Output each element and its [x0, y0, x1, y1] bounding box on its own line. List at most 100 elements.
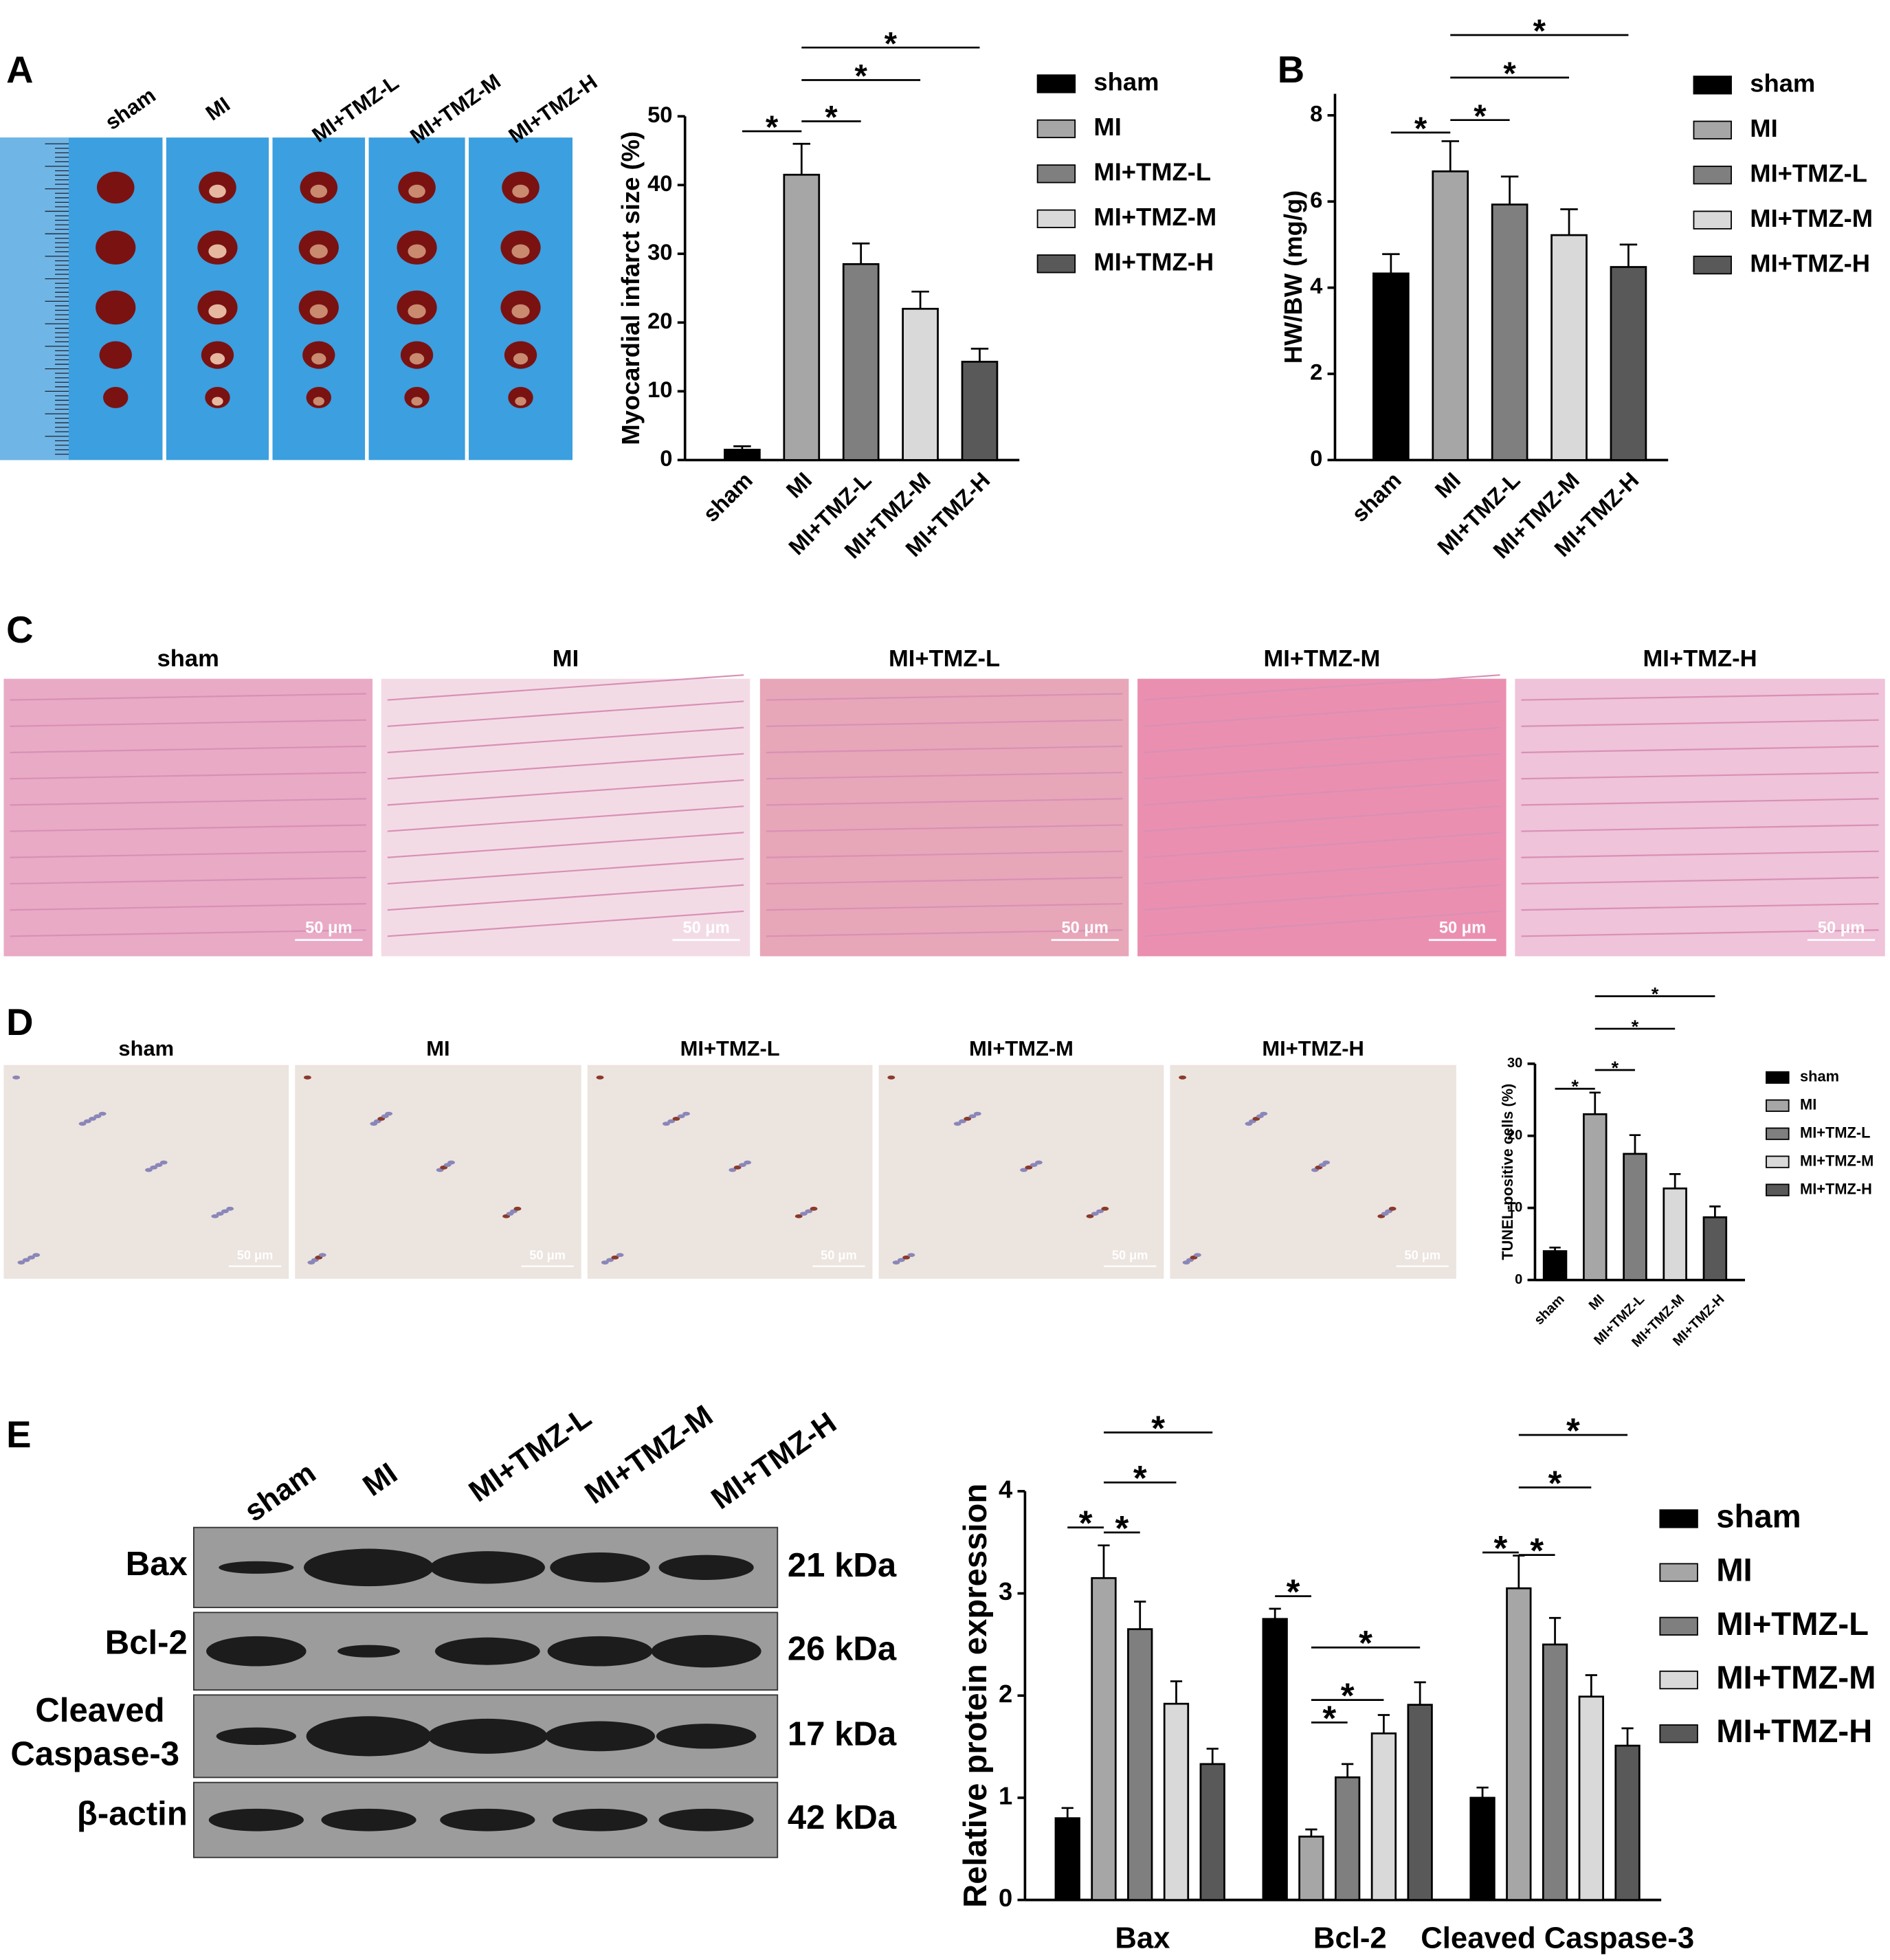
fiber	[1144, 884, 1500, 911]
bar	[1298, 1836, 1324, 1901]
significance-label: *	[1571, 1076, 1579, 1097]
infarct-area	[511, 244, 530, 258]
legend-swatch	[1766, 1183, 1790, 1196]
significance-label: *	[1341, 1676, 1355, 1715]
tunel-image	[1170, 1065, 1456, 1279]
fiber	[766, 719, 1123, 727]
blot-band	[656, 1724, 757, 1749]
legend-label: sham	[1800, 1068, 1839, 1085]
error-bar	[1269, 1607, 1281, 1619]
nucleus	[677, 1114, 685, 1119]
bar	[1702, 1216, 1728, 1281]
nucleus	[682, 1111, 690, 1116]
y-tick-label: 4	[1310, 273, 1323, 298]
tunel-image	[878, 1065, 1164, 1279]
bar	[1370, 1732, 1397, 1901]
y-tick-label: 0	[1310, 445, 1322, 471]
blot-band	[552, 1808, 648, 1831]
error-bar	[1629, 1134, 1641, 1154]
nucleus	[22, 1258, 30, 1262]
legend-label: MI+TMZ-M	[1093, 203, 1216, 231]
significance-label: *	[1474, 98, 1487, 135]
blot-band	[216, 1727, 297, 1746]
y-tick-label: 3	[999, 1577, 1012, 1605]
error-bar	[733, 445, 751, 450]
panel-label: B	[1278, 49, 1304, 91]
nucleus	[800, 1212, 808, 1216]
nucleus	[672, 1116, 680, 1121]
y-axis-label: TUNEL-positive cells (%)	[1499, 1084, 1516, 1260]
fiber	[1521, 745, 1879, 754]
nucleus	[733, 1165, 742, 1170]
bar	[1610, 266, 1647, 461]
x-tick-label: MI	[1586, 1292, 1608, 1313]
blot-band	[427, 1718, 548, 1754]
fiber	[766, 902, 1123, 911]
infarct-area	[515, 397, 526, 406]
significance-label: *	[1359, 1623, 1372, 1662]
fiber	[1144, 858, 1500, 885]
legend-label: MI+TMZ-L	[1750, 159, 1867, 187]
nucleus	[968, 1114, 977, 1119]
nucleus	[616, 1253, 624, 1258]
legend-swatch	[1036, 254, 1076, 274]
bar	[1542, 1250, 1568, 1281]
bar	[1163, 1702, 1190, 1901]
photo-divider	[465, 137, 469, 460]
legend-label: MI+TMZ-M	[1800, 1152, 1874, 1169]
he-image	[381, 678, 751, 957]
fiber	[1521, 902, 1879, 911]
nucleus	[155, 1163, 163, 1168]
nucleus	[1091, 1212, 1099, 1216]
nucleus	[601, 1260, 609, 1265]
group-label: MI+TMZ-M	[405, 69, 505, 148]
bar	[1469, 1796, 1496, 1901]
he-image	[1137, 678, 1507, 957]
fiber	[1144, 832, 1500, 858]
legend-swatch	[1036, 209, 1076, 229]
protein-label: Caspase-3	[10, 1735, 179, 1772]
group-label: MI+TMZ-L	[680, 1036, 780, 1060]
y-tick-label: 2	[1310, 359, 1322, 385]
fiber	[1144, 805, 1500, 832]
y-tick-label: 2	[999, 1680, 1012, 1708]
fiber	[1521, 771, 1879, 780]
fiber	[1144, 700, 1500, 727]
fiber	[766, 929, 1123, 937]
legend-label: sham	[1093, 68, 1159, 96]
legend-swatch	[1766, 1127, 1790, 1140]
error-bar	[1170, 1680, 1183, 1704]
nucleus	[805, 1209, 813, 1214]
scale-bar-label: 50 μm	[682, 920, 729, 937]
significance-label: *	[1133, 1458, 1147, 1497]
bar	[961, 360, 999, 461]
blot-band	[206, 1636, 307, 1667]
tunel-image	[587, 1065, 873, 1279]
significance-label: *	[1503, 56, 1516, 92]
bar	[1583, 1113, 1608, 1281]
blot-band	[430, 1551, 545, 1584]
blot-band	[547, 1636, 653, 1667]
nucleus	[596, 1075, 604, 1080]
nucleus	[738, 1163, 746, 1168]
bar	[1623, 1152, 1647, 1281]
bar	[1372, 272, 1410, 461]
y-tick-label: 40	[647, 170, 672, 196]
y-tick-label: 0	[1515, 1272, 1522, 1287]
error-bar	[1476, 1786, 1489, 1798]
heart-slice	[99, 341, 132, 369]
infarct-area	[408, 244, 426, 258]
significance-label: *	[825, 100, 838, 136]
error-bar	[1305, 1828, 1318, 1837]
lane-label: sham	[238, 1456, 322, 1528]
legend-swatch	[1693, 166, 1732, 185]
bar	[1550, 234, 1588, 461]
nucleus	[964, 1116, 972, 1121]
significance-label: *	[1632, 1016, 1639, 1037]
infarct-area	[208, 244, 227, 258]
fiber	[10, 798, 366, 806]
significance-label: *	[885, 25, 898, 62]
nucleus	[513, 1206, 522, 1211]
blot-band	[337, 1645, 401, 1658]
legend-swatch	[1693, 210, 1732, 230]
